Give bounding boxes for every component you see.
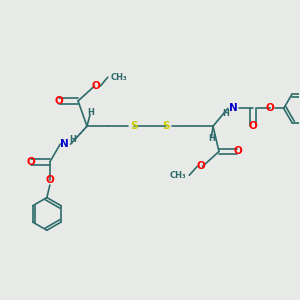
Text: S: S — [130, 121, 137, 131]
Text: O: O — [249, 121, 257, 131]
Text: CH₃: CH₃ — [111, 73, 128, 82]
Text: H: H — [70, 135, 76, 144]
Text: H: H — [222, 109, 229, 118]
Text: H: H — [87, 108, 94, 117]
Text: O: O — [26, 157, 35, 167]
Text: O: O — [197, 161, 206, 171]
Text: O: O — [233, 146, 242, 157]
Text: O: O — [46, 175, 54, 185]
Text: O: O — [92, 81, 100, 91]
Text: CH₃: CH₃ — [169, 171, 186, 180]
Text: N: N — [60, 139, 69, 149]
Text: O: O — [54, 96, 63, 106]
Text: H: H — [208, 134, 215, 143]
Text: S: S — [163, 121, 170, 131]
Text: N: N — [230, 103, 238, 113]
Text: O: O — [266, 103, 275, 113]
